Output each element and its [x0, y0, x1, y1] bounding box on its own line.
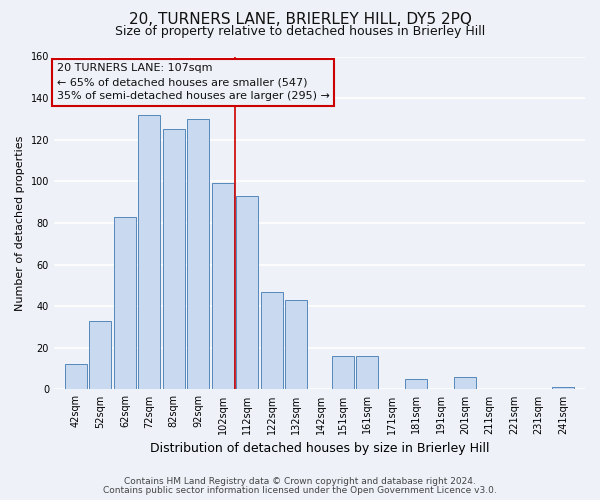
Bar	[89, 321, 112, 390]
Bar	[454, 377, 476, 390]
Bar	[114, 216, 136, 390]
Bar	[236, 196, 258, 390]
Bar	[405, 379, 427, 390]
Bar	[552, 388, 574, 390]
Bar	[187, 119, 209, 390]
Text: 20 TURNERS LANE: 107sqm
← 65% of detached houses are smaller (547)
35% of semi-d: 20 TURNERS LANE: 107sqm ← 65% of detache…	[56, 63, 329, 101]
Bar	[139, 115, 160, 390]
Bar	[285, 300, 307, 390]
Bar	[261, 292, 283, 390]
Bar	[163, 130, 185, 390]
Y-axis label: Number of detached properties: Number of detached properties	[15, 136, 25, 310]
Text: Size of property relative to detached houses in Brierley Hill: Size of property relative to detached ho…	[115, 25, 485, 38]
X-axis label: Distribution of detached houses by size in Brierley Hill: Distribution of detached houses by size …	[150, 442, 489, 455]
Text: 20, TURNERS LANE, BRIERLEY HILL, DY5 2PQ: 20, TURNERS LANE, BRIERLEY HILL, DY5 2PQ	[128, 12, 472, 28]
Text: Contains HM Land Registry data © Crown copyright and database right 2024.: Contains HM Land Registry data © Crown c…	[124, 477, 476, 486]
Bar	[65, 364, 87, 390]
Text: Contains public sector information licensed under the Open Government Licence v3: Contains public sector information licen…	[103, 486, 497, 495]
Bar	[332, 356, 354, 390]
Bar	[356, 356, 378, 390]
Bar	[212, 184, 234, 390]
